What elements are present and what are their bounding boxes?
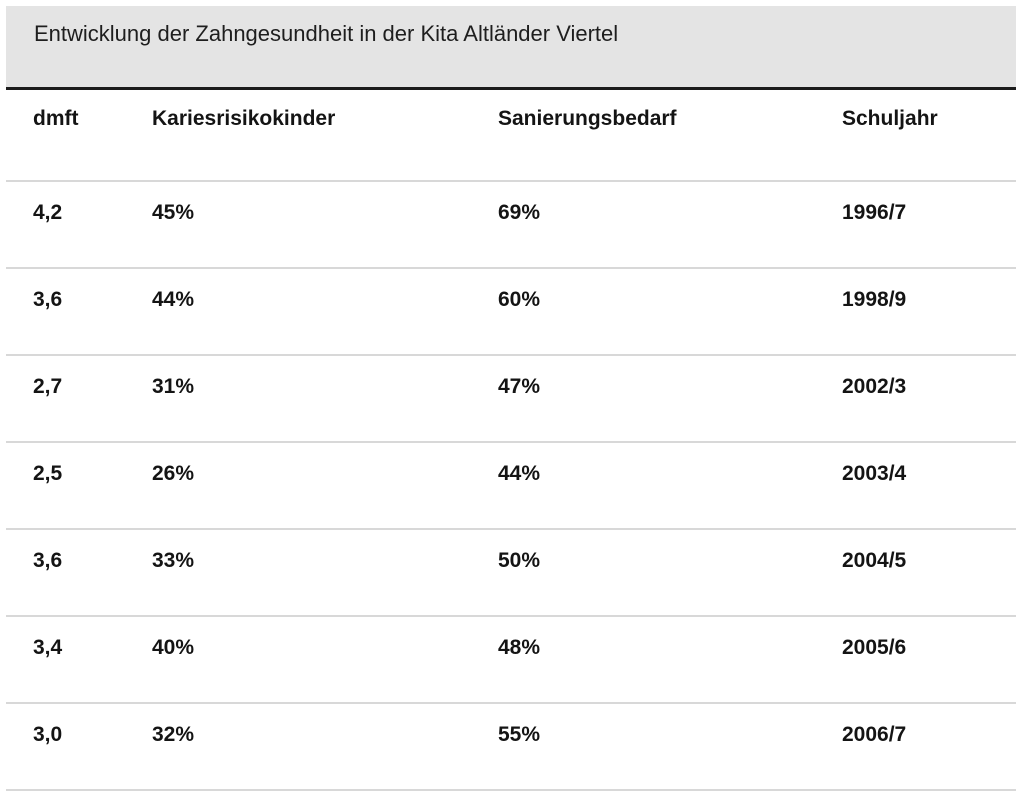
cell-kariesrisikokinder: 32% [152, 703, 498, 791]
table-row: 4,2 45% 69% 1996/7 [6, 181, 1016, 269]
cell-dmft: 2,7 [6, 355, 152, 443]
cell-sanierungsbedarf: 69% [498, 181, 842, 269]
cell-kariesrisikokinder: 31% [152, 355, 498, 443]
cell-kariesrisikokinder: 40% [152, 616, 498, 704]
cell-dmft: 4,2 [6, 181, 152, 269]
cell-dmft: 3,6 [6, 268, 152, 356]
table-row: 3,4 40% 48% 2005/6 [6, 616, 1016, 704]
cell-kariesrisikokinder: 26% [152, 442, 498, 530]
cell-schuljahr: 2005/6 [842, 616, 1016, 704]
cell-dmft: 3,0 [6, 703, 152, 791]
table-header-row: dmft Kariesrisikokinder Sanierungsbedarf… [6, 90, 1016, 182]
cell-dmft: 3,6 [6, 529, 152, 617]
cell-schuljahr: 2003/4 [842, 442, 1016, 530]
cell-schuljahr: 2002/3 [842, 355, 1016, 443]
table-row: 2,5 26% 44% 2003/4 [6, 442, 1016, 530]
cell-schuljahr: 1998/9 [842, 268, 1016, 356]
cell-schuljahr: 2004/5 [842, 529, 1016, 617]
cell-kariesrisikokinder: 44% [152, 268, 498, 356]
cell-schuljahr: 1996/7 [842, 181, 1016, 269]
table-row: 3,6 44% 60% 1998/9 [6, 268, 1016, 356]
table-caption: Entwicklung der Zahngesundheit in der Ki… [6, 6, 1016, 87]
caption-divider [6, 87, 1016, 90]
cell-dmft: 3,4 [6, 616, 152, 704]
cell-kariesrisikokinder: 45% [152, 181, 498, 269]
cell-sanierungsbedarf: 60% [498, 268, 842, 356]
table-row: 2,7 31% 47% 2002/3 [6, 355, 1016, 443]
column-header-sanierungsbedarf: Sanierungsbedarf [498, 90, 842, 182]
table-row: 3,0 32% 55% 2006/7 [6, 703, 1016, 791]
cell-sanierungsbedarf: 55% [498, 703, 842, 791]
data-table: dmft Kariesrisikokinder Sanierungsbedarf… [6, 90, 1016, 791]
cell-sanierungsbedarf: 44% [498, 442, 842, 530]
cell-dmft: 2,5 [6, 442, 152, 530]
cell-sanierungsbedarf: 50% [498, 529, 842, 617]
cell-sanierungsbedarf: 48% [498, 616, 842, 704]
column-header-kariesrisikokinder: Kariesrisikokinder [152, 90, 498, 182]
column-header-dmft: dmft [6, 90, 152, 182]
cell-kariesrisikokinder: 33% [152, 529, 498, 617]
table-row: 3,6 33% 50% 2004/5 [6, 529, 1016, 617]
column-header-schuljahr: Schuljahr [842, 90, 1016, 182]
cell-sanierungsbedarf: 47% [498, 355, 842, 443]
cell-schuljahr: 2006/7 [842, 703, 1016, 791]
